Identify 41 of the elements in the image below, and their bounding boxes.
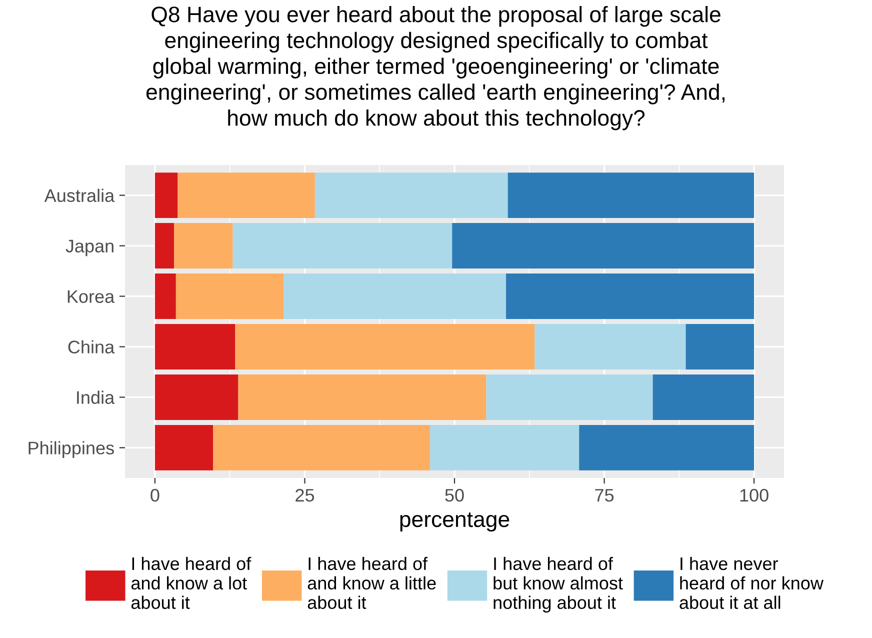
bar: [430, 424, 580, 470]
y-tick-label: China: [68, 340, 115, 354]
x-tick-label: 25: [296, 488, 314, 502]
bar: [176, 274, 284, 319]
bar: [154, 274, 176, 319]
y-tick-label: Japan: [66, 240, 114, 256]
bar: [506, 274, 754, 319]
chart-title: Q8 Have you ever heard about the proposal of large scale engineering technology designed specifically to combat global warming, either termed 'geoengineering' or 'climate engineering', or sometimes called 'earth engineering'? And, how much do know about this technology?: [146, 6, 725, 130]
bar: [652, 374, 754, 420]
y-tick-label: Korea: [68, 290, 115, 303]
x-tick-label: 75: [595, 489, 614, 502]
bar: [238, 374, 486, 420]
bar: [154, 324, 236, 370]
bar: [508, 172, 754, 218]
y-tick-label: Australia: [44, 188, 115, 202]
bar: [284, 274, 506, 319]
bar: [486, 374, 653, 420]
y-tick-label: Philippines: [28, 441, 114, 458]
bar: [534, 324, 686, 370]
legend-label: I have heard of and know a little about it: [308, 556, 436, 610]
legend-label: I have heard of and know a lot about it: [131, 556, 252, 610]
legend-label: I have heard of but know almost nothing about it: [494, 556, 623, 613]
bar: [154, 424, 214, 470]
bar: [174, 223, 233, 268]
bar: [579, 424, 754, 470]
bar: [154, 374, 238, 420]
bar: [232, 223, 452, 268]
bar: [235, 324, 535, 370]
y-tick-label: India: [77, 390, 115, 404]
x-axis-title: percentage: [400, 512, 510, 532]
x-tick-label: 0: [150, 488, 160, 502]
x-tick-label: 50: [445, 488, 464, 502]
bar: [154, 223, 174, 268]
bar: [154, 172, 178, 218]
bar: [314, 172, 508, 218]
bar: [452, 223, 754, 268]
bar: [686, 324, 754, 370]
legend-label: I have never heard of nor know about it at all: [680, 556, 824, 610]
bar: [213, 424, 430, 470]
bar: [178, 172, 315, 218]
x-tick-label: 100: [740, 488, 768, 502]
